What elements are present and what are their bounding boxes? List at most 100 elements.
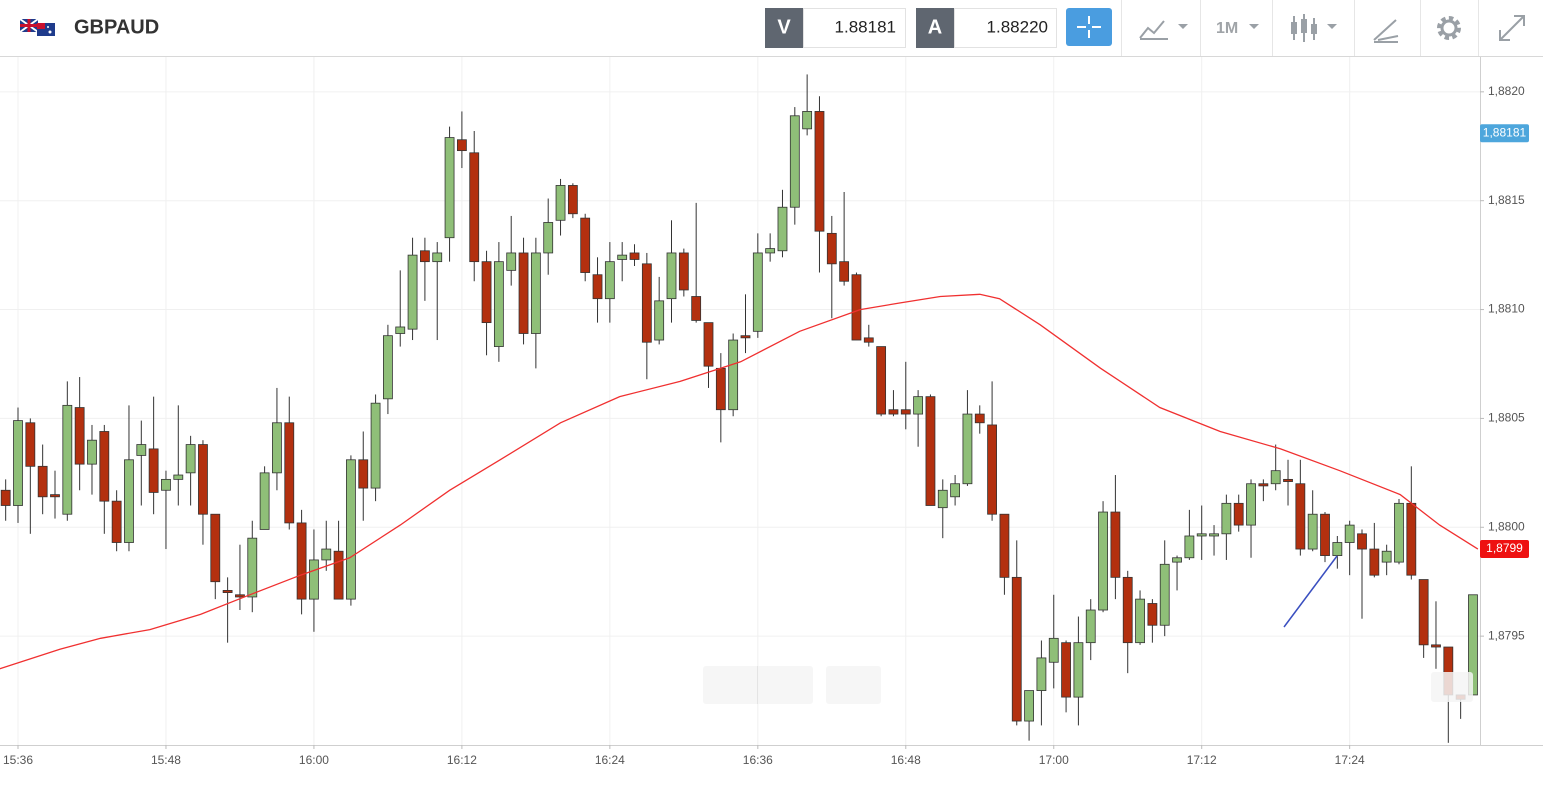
candle-body [383,335,393,400]
candle-body [1147,603,1158,626]
candle-body [703,322,714,367]
overlay-box [1431,672,1473,702]
candle-body [567,185,578,215]
candle-body [1048,637,1059,663]
moving-average [0,293,1479,670]
bid-price: 1.88181 [835,17,896,36]
candle-body [913,396,924,415]
candle-body [1381,550,1392,563]
candle-body [641,263,652,343]
candle-body [481,261,492,324]
candle-body [161,478,171,491]
candle-body [284,422,295,524]
candle-body [247,537,258,598]
x-tick-label: 16:24 [595,753,625,767]
candle-body [469,152,480,263]
candle-body [1135,598,1145,644]
chart-type-button[interactable] [1139,20,1188,40]
candle-body [456,139,467,152]
x-tick-label: 17:00 [1039,753,1069,767]
candle-body [629,252,640,260]
candle-body [272,422,282,474]
candle-body [185,444,196,474]
candle-body [1394,502,1404,563]
candle-body [740,335,751,339]
candle-body [1209,533,1219,537]
candle-body [309,559,319,600]
grid [0,57,1480,745]
candle-body [974,413,985,424]
candle-body [493,261,504,347]
candle-body [617,254,628,260]
candle-body [1406,502,1417,576]
symbol: GBPAUD [74,16,159,38]
candle-body [715,367,726,411]
candle-body [765,248,776,254]
candle-body [543,222,554,254]
candle-body [826,232,837,265]
candle-body [87,439,97,465]
candle-body [346,459,356,600]
candle-body [1061,642,1071,698]
candle-body [728,339,739,411]
ask-price: 1.88220 [987,17,1048,36]
candle-body [1024,690,1034,722]
candle-type-button[interactable] [1291,14,1337,42]
drawing-button[interactable] [1373,19,1399,43]
candle-body [136,444,147,456]
candle-body [99,431,110,502]
candle-body [987,424,997,515]
candle-body [37,465,48,498]
candle-body [370,402,381,489]
candle-body [777,206,788,252]
candle-body [666,252,677,300]
x-tick-label: 17:24 [1335,753,1365,767]
candle-body [62,404,73,515]
candle-body [25,422,36,467]
candle-body [802,111,813,130]
candle-body [235,594,245,598]
fullscreen-button[interactable] [1499,15,1525,41]
candle-body [592,274,603,300]
candle-body [1246,483,1256,526]
candle-body [604,261,615,300]
candle-body [900,409,911,415]
candle-body [1233,502,1244,526]
candle-body [1172,557,1182,563]
candle-body [580,217,591,273]
x-tick-label: 15:36 [3,753,33,767]
candle-body [839,261,850,282]
candle-body [1369,548,1380,576]
candle-body [937,489,948,509]
bid-button[interactable] [765,8,803,48]
candle-body [50,494,60,498]
candle-body [691,296,702,321]
candle-body [1159,563,1170,626]
y-tick-label: 1,8810 [1488,302,1525,316]
candle-body [851,274,862,341]
candle-body [789,115,800,208]
candle-body [1073,642,1084,698]
ask-label: A [928,16,942,38]
candle-body [432,252,443,263]
user-trendline [1283,555,1338,628]
candle-body [752,252,763,332]
crosshair-button[interactable] [1066,8,1112,46]
price-label-bg [1480,540,1529,559]
price-label-bg [1480,124,1529,143]
candle-body [678,252,689,291]
candle-body [863,337,874,343]
ask-button[interactable] [916,8,954,48]
candle-body [1221,502,1232,535]
bid-label: V [777,16,791,38]
candle-body [1184,535,1195,559]
candle-body [962,413,973,485]
settings-button[interactable] [1437,16,1461,40]
candle-body [1270,470,1281,485]
dropdown-caret [1249,24,1259,29]
candle-body [222,590,233,593]
timeframe-button[interactable]: 1M [1216,20,1238,37]
candle-body [1344,524,1355,543]
candle-body [876,346,887,415]
